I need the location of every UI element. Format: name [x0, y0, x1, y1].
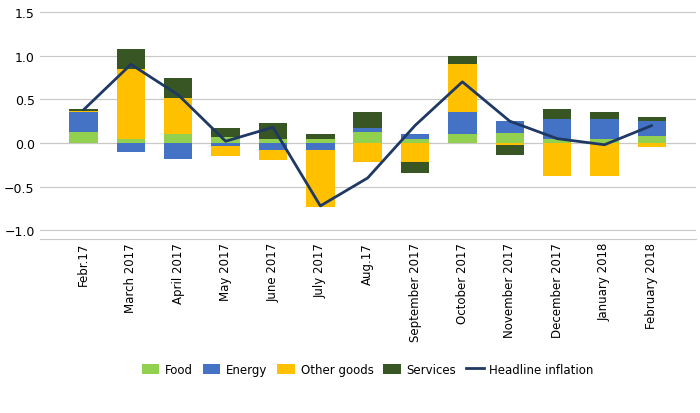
Bar [543, 109, 571, 120]
Bar [164, 79, 193, 98]
Bar [590, 113, 619, 120]
Bar [448, 113, 477, 135]
Bar [259, 139, 287, 144]
Bar [401, 144, 429, 163]
Bar [638, 117, 666, 122]
Bar [448, 135, 477, 144]
Bar [259, 151, 287, 161]
Bar [638, 122, 666, 137]
Bar [590, 139, 619, 144]
Bar [211, 144, 240, 146]
Legend: Food, Energy, Other goods, Services, Headline inflation: Food, Energy, Other goods, Services, Hea… [137, 358, 598, 381]
Bar [543, 139, 571, 144]
Bar [69, 112, 98, 113]
Bar [117, 144, 145, 152]
Bar [638, 137, 666, 144]
Bar [401, 135, 429, 139]
Bar [590, 144, 619, 177]
Bar [117, 50, 145, 69]
Bar [401, 139, 429, 144]
Bar [164, 144, 193, 159]
Bar [543, 144, 571, 177]
Bar [354, 113, 382, 129]
Bar [354, 129, 382, 132]
Bar [306, 139, 335, 144]
Bar [259, 144, 287, 151]
Bar [496, 133, 524, 144]
Bar [306, 135, 335, 139]
Bar [211, 146, 240, 157]
Bar [306, 151, 335, 207]
Bar [496, 145, 524, 156]
Bar [496, 122, 524, 133]
Bar [164, 98, 193, 135]
Bar [164, 135, 193, 144]
Bar [69, 113, 98, 132]
Bar [448, 65, 477, 113]
Bar [259, 123, 287, 139]
Bar [69, 132, 98, 144]
Bar [590, 120, 619, 139]
Bar [306, 144, 335, 151]
Bar [354, 132, 382, 144]
Bar [211, 129, 240, 138]
Bar [354, 144, 382, 163]
Bar [211, 138, 240, 144]
Bar [543, 120, 571, 139]
Bar [638, 144, 666, 148]
Bar [496, 144, 524, 145]
Bar [401, 163, 429, 173]
Bar [117, 139, 145, 144]
Bar [117, 69, 145, 139]
Bar [69, 109, 98, 112]
Bar [448, 57, 477, 65]
